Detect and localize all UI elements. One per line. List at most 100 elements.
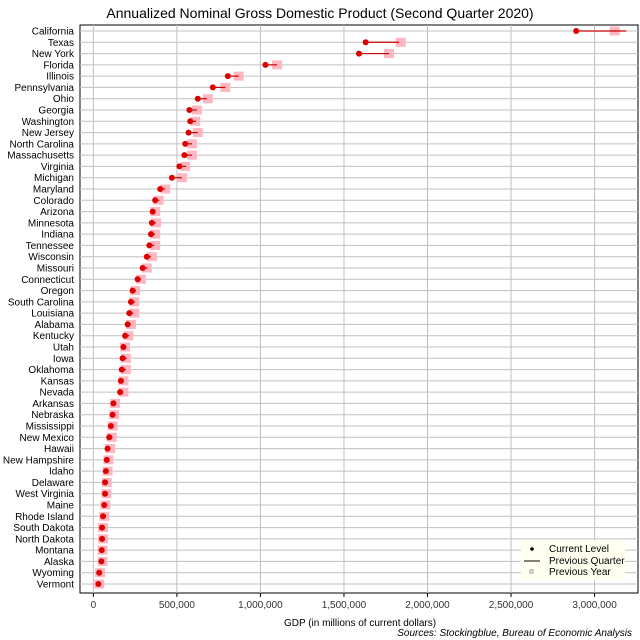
x-tick-label: 500,000	[159, 600, 196, 611]
data-row	[139, 263, 152, 273]
data-row	[134, 274, 146, 284]
state-label: Alaska	[44, 557, 74, 568]
current-level-point	[129, 287, 136, 294]
data-row	[117, 387, 129, 397]
state-label: Virginia	[41, 162, 75, 173]
legend-prev-year-label: Previous Year	[549, 567, 611, 578]
x-tick-label: 0	[91, 600, 97, 611]
x-tick-label: 3,000,000	[572, 600, 617, 611]
data-row	[573, 26, 627, 36]
state-label: New Jersey	[22, 128, 74, 139]
data-row	[107, 421, 118, 431]
state-label: West Virginia	[15, 489, 74, 500]
state-label: Massachusetts	[7, 151, 74, 162]
state-label: Connecticut	[21, 275, 74, 286]
state-label: Pennsylvania	[15, 83, 75, 94]
current-level-point	[98, 558, 105, 565]
state-label: Mississippi	[26, 422, 74, 433]
state-label: Maryland	[33, 185, 74, 196]
state-label: Missouri	[37, 264, 74, 275]
current-level-point	[117, 389, 124, 396]
current-level-point	[124, 321, 131, 328]
current-level-point	[168, 174, 175, 181]
source-note: Sources: Stockingblue, Bureau of Economi…	[397, 628, 632, 639]
data-row	[157, 184, 171, 194]
current-level-point	[99, 535, 106, 542]
state-label: Kansas	[41, 376, 74, 387]
data-row	[209, 82, 231, 92]
x-tick-label: 1,500,000	[322, 600, 367, 611]
data-row	[356, 49, 395, 59]
state-label: California	[32, 27, 75, 38]
current-level-point	[110, 400, 117, 407]
data-row	[149, 207, 161, 217]
current-level-point	[107, 423, 114, 429]
current-level-point	[186, 107, 193, 113]
state-label: Louisiana	[31, 309, 74, 320]
state-label: Ohio	[53, 94, 75, 105]
data-row	[148, 218, 162, 228]
current-level-point	[102, 468, 109, 475]
state-label: Nevada	[40, 388, 75, 399]
data-row	[104, 444, 116, 454]
data-row	[94, 579, 105, 589]
previous-year-marker	[202, 94, 213, 104]
current-level-point	[146, 242, 153, 249]
state-label: Rhode Island	[15, 512, 74, 523]
data-rows	[94, 26, 627, 589]
current-level-point	[148, 231, 155, 238]
current-level-point	[356, 50, 362, 57]
state-label: Vermont	[37, 580, 74, 591]
current-level-point	[100, 513, 107, 520]
data-row	[362, 37, 406, 47]
previous-year-marker	[146, 252, 157, 262]
data-row	[97, 556, 108, 566]
data-row	[129, 286, 141, 296]
state-label: Oklahoma	[28, 365, 74, 376]
current-level-point	[149, 208, 156, 215]
state-label: Indiana	[41, 230, 74, 241]
data-row	[168, 173, 187, 183]
state-label: Florida	[43, 60, 74, 71]
x-axis-ticks: 0 500,000 1,000,000 1,500,000 2,000,000 2,500…	[91, 593, 617, 611]
state-label: Arizona	[40, 207, 74, 218]
current-level-point	[224, 73, 231, 80]
data-row	[102, 466, 113, 476]
current-level-point	[152, 197, 159, 204]
data-row	[148, 229, 161, 239]
current-level-point	[122, 332, 129, 339]
data-row	[185, 128, 203, 138]
current-level-point	[103, 456, 110, 463]
data-row	[98, 534, 109, 544]
state-label: Delaware	[32, 478, 75, 489]
data-row	[101, 489, 112, 499]
data-row	[99, 511, 110, 521]
data-row	[120, 342, 131, 352]
current-level-point	[143, 253, 150, 260]
current-level-point	[139, 265, 146, 271]
current-level-point	[194, 95, 201, 102]
state-label: Wyoming	[32, 568, 74, 579]
state-label: Utah	[53, 343, 74, 354]
state-label: Montana	[35, 546, 74, 557]
state-label: Iowa	[53, 354, 75, 365]
current-level-point	[117, 377, 124, 384]
previous-year-marker	[150, 240, 161, 250]
state-label: New Hampshire	[3, 455, 75, 466]
legend-prev-year-marker	[529, 569, 534, 574]
current-level-point	[148, 219, 155, 226]
current-level-point	[98, 547, 105, 554]
data-row	[146, 240, 161, 250]
legend-current-marker	[530, 547, 534, 551]
state-label: Arkansas	[32, 399, 74, 410]
state-label: Wisconsin	[28, 252, 74, 263]
current-level-point	[181, 152, 188, 159]
data-row	[118, 365, 131, 375]
legend-box	[521, 540, 625, 580]
state-label: Washington	[22, 117, 74, 128]
current-level-point	[573, 28, 580, 34]
current-level-point	[119, 355, 126, 362]
chart-title: Annualized Nominal Gross Domestic Produc…	[106, 5, 533, 21]
current-level-point	[96, 569, 103, 576]
